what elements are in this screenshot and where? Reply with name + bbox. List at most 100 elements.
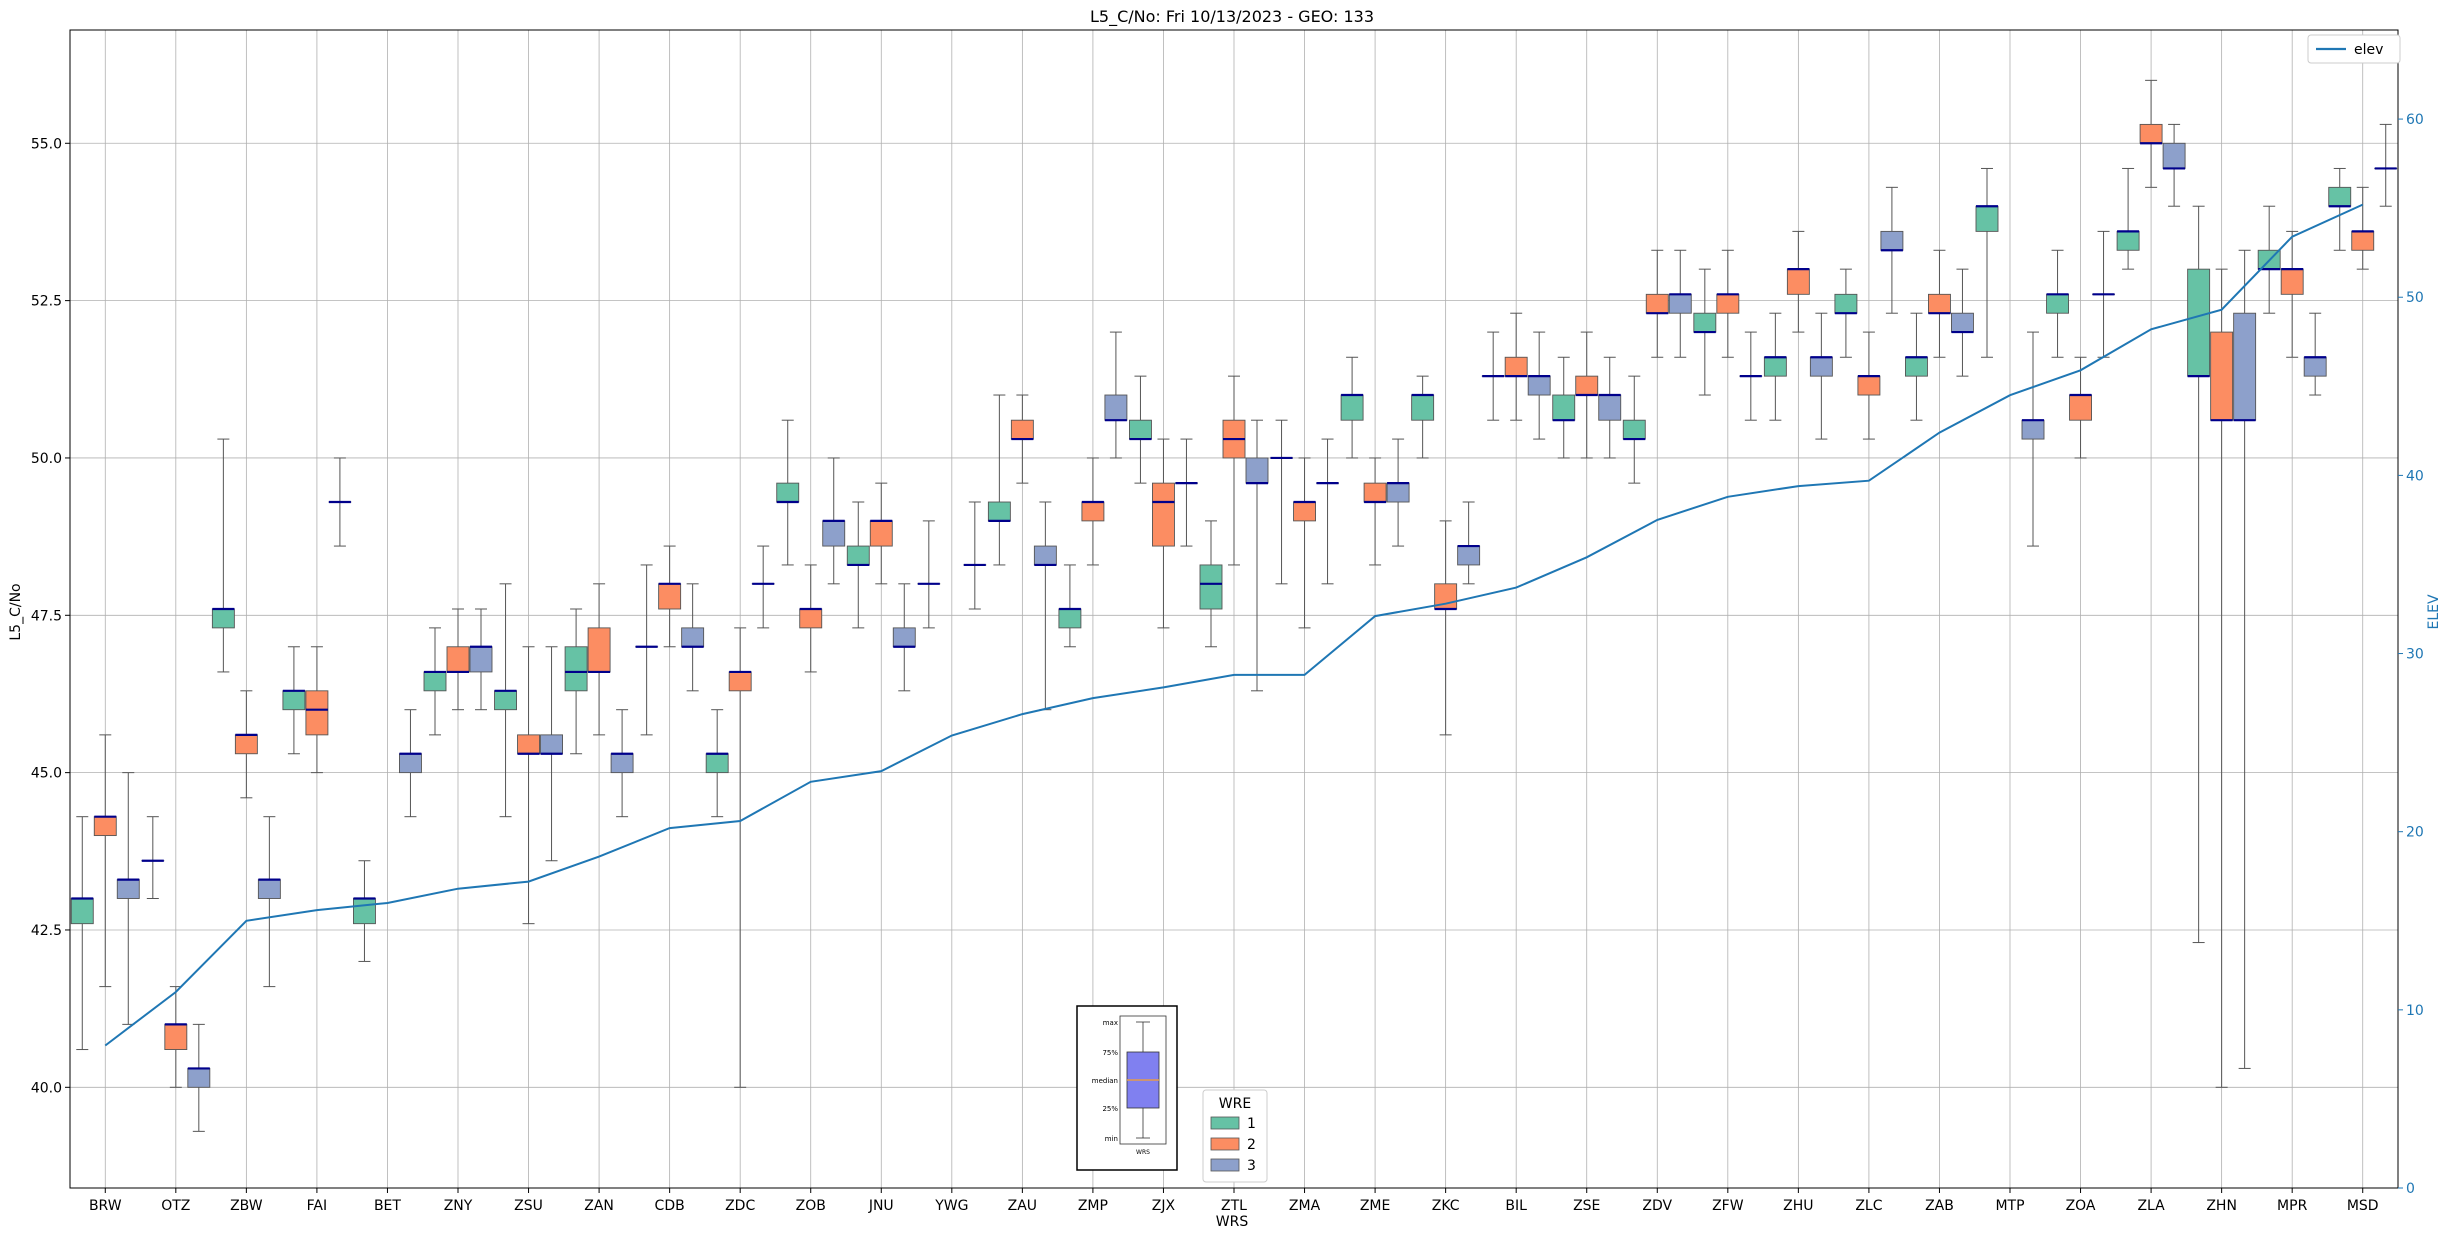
- box-iqr: [1623, 420, 1645, 439]
- box-iqr: [541, 735, 563, 754]
- y2-tick-label: 30: [2406, 647, 2424, 663]
- box-iqr: [424, 672, 446, 691]
- box-iqr: [1341, 395, 1363, 420]
- box-iqr: [1694, 313, 1716, 332]
- box-iqr: [447, 647, 469, 672]
- box-iqr: [188, 1068, 210, 1087]
- box-iqr: [1059, 609, 1081, 628]
- y-tick-label: 50.0: [31, 451, 62, 467]
- y2-tick-label: 10: [2406, 1003, 2424, 1019]
- box-iqr: [588, 628, 610, 672]
- x-tick-label: OTZ: [161, 1198, 190, 1214]
- box-iqr: [706, 754, 728, 773]
- box-iqr: [2352, 231, 2374, 250]
- box-iqr: [1764, 357, 1786, 376]
- box-iqr: [1082, 502, 1104, 521]
- x-tick-label: BET: [374, 1198, 401, 1214]
- box-iqr: [1458, 546, 1480, 565]
- y2-tick-label: 40: [2406, 468, 2424, 484]
- key-box-inset: max 75% median 25% min WRS: [1077, 1006, 1177, 1170]
- x-tick-label: ZAU: [1008, 1198, 1037, 1214]
- box-iqr: [847, 546, 869, 565]
- box-iqr: [1387, 483, 1409, 502]
- key-label-median: median: [1092, 1077, 1118, 1085]
- box-iqr: [495, 691, 517, 710]
- box-iqr: [1553, 395, 1575, 420]
- x-tick-label: CDB: [655, 1198, 685, 1214]
- box-iqr: [870, 521, 892, 546]
- y-tick-label: 47.5: [31, 608, 62, 624]
- box-iqr: [212, 609, 234, 628]
- x-tick-label: ZTL: [1221, 1198, 1247, 1214]
- x-tick-label: MTP: [1995, 1198, 2024, 1214]
- box-iqr: [2070, 395, 2092, 420]
- box-iqr: [1717, 294, 1739, 313]
- x-tick-label: ZSE: [1573, 1198, 1600, 1214]
- x-tick-label: FAI: [307, 1198, 327, 1214]
- box-iqr: [1646, 294, 1668, 313]
- box-iqr: [1787, 269, 1809, 294]
- box-iqr: [165, 1024, 187, 1049]
- y-axis-label: L5_C/No: [8, 583, 24, 640]
- box-iqr: [94, 817, 116, 836]
- box-iqr: [800, 609, 822, 628]
- box-iqr: [2304, 357, 2326, 376]
- x-tick-label: ZLC: [1855, 1198, 1882, 1214]
- box-iqr: [1105, 395, 1127, 420]
- box-iqr: [1129, 420, 1151, 439]
- x-tick-label: ZFW: [1712, 1198, 1744, 1214]
- x-tick-label: ZLA: [2137, 1198, 2165, 1214]
- x-tick-label: BIL: [1505, 1198, 1527, 1214]
- box-iqr: [2163, 143, 2185, 168]
- box-iqr: [2022, 420, 2044, 439]
- box-iqr: [1858, 376, 1880, 395]
- x-tick-label: ZHU: [1783, 1198, 1813, 1214]
- x-axis-label: WRS: [1216, 1214, 1249, 1230]
- box-iqr: [1976, 206, 1998, 231]
- x-tick-label: ZOA: [2066, 1198, 2096, 1214]
- box-iqr: [2188, 269, 2210, 376]
- x-tick-label: ZHN: [2206, 1198, 2237, 1214]
- x-tick-label: BRW: [89, 1198, 122, 1214]
- key-label-min: min: [1105, 1135, 1118, 1143]
- box-iqr: [682, 628, 704, 647]
- x-tick-label: ZKC: [1432, 1198, 1460, 1214]
- box-iqr: [1412, 395, 1434, 420]
- x-tick-label: MSD: [2347, 1198, 2379, 1214]
- legend-wre-swatch-3: [1211, 1159, 1239, 1171]
- box-iqr: [2281, 269, 2303, 294]
- y-tick-label: 42.5: [31, 923, 62, 939]
- y-tick-label: 40.0: [31, 1080, 62, 1096]
- box-iqr: [1669, 294, 1691, 313]
- box-iqr: [399, 754, 421, 773]
- legend-wre-title: WRE: [1219, 1096, 1251, 1112]
- box-iqr: [1810, 357, 1832, 376]
- box-iqr: [1951, 313, 1973, 332]
- x-tick-label: ZNY: [444, 1198, 473, 1214]
- box-iqr: [1528, 376, 1550, 395]
- box-iqr: [306, 691, 328, 735]
- x-tick-label: ZDV: [1642, 1198, 1672, 1214]
- x-tick-label: ZOB: [796, 1198, 826, 1214]
- box-iqr: [1599, 395, 1621, 420]
- x-tick-label: ZSU: [514, 1198, 543, 1214]
- y-tick-label: 55.0: [31, 136, 62, 152]
- legend-wre-swatch-2: [1211, 1138, 1239, 1150]
- box-iqr: [1246, 458, 1268, 483]
- legend-elev-label: elev: [2354, 42, 2383, 58]
- box-iqr: [258, 880, 280, 899]
- box-iqr: [470, 647, 492, 672]
- x-tick-label: YWG: [934, 1198, 968, 1214]
- box-iqr: [1034, 546, 1056, 565]
- x-tick-label: ZJX: [1152, 1198, 1176, 1214]
- box-iqr: [1200, 565, 1222, 609]
- x-tick-label: JNU: [868, 1198, 894, 1214]
- box-iqr: [518, 735, 540, 754]
- y-tick-label: 45.0: [31, 766, 62, 782]
- box-iqr: [1905, 357, 1927, 376]
- x-tick-label: ZAN: [584, 1198, 614, 1214]
- box-iqr: [1835, 294, 1857, 313]
- box-iqr: [729, 672, 751, 691]
- box-iqr: [2211, 332, 2233, 420]
